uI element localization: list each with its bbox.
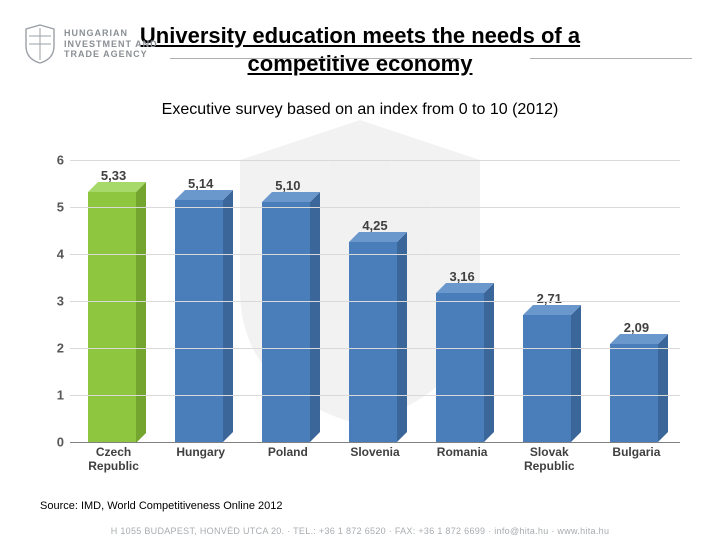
bar-side-face [484, 283, 494, 442]
bar [262, 202, 310, 442]
bar-side-face [658, 334, 668, 442]
bar-front-face [436, 293, 484, 442]
bar-value-label: 2,71 [537, 291, 562, 306]
bar-front-face [262, 202, 310, 442]
header: HUNGARIAN INVESTMENT AND TRADE AGENCY Un… [0, 0, 720, 119]
gridline [70, 254, 680, 255]
x-axis-label: Slovenia [331, 442, 418, 476]
y-tick-label: 6 [44, 153, 64, 168]
plot-area: 5,335,145,104,253,162,712,09 0123456 [70, 160, 680, 442]
gridline [70, 348, 680, 349]
x-axis-label: SlovakRepublic [506, 442, 593, 476]
bar [88, 192, 136, 443]
bar-value-label: 5,10 [275, 178, 300, 193]
bar-value-label: 5,33 [101, 168, 126, 183]
x-axis-label: CzechRepublic [70, 442, 157, 476]
y-tick-label: 2 [44, 341, 64, 356]
header-rule [170, 58, 460, 59]
bar-top-face [523, 305, 581, 315]
x-axis-label: Bulgaria [593, 442, 680, 476]
bar-side-face [397, 232, 407, 442]
bar-front-face [610, 344, 658, 442]
shield-icon [24, 24, 56, 64]
agency-name-line: INVESTMENT AND [64, 39, 158, 49]
x-axis-labels: CzechRepublicHungaryPolandSloveniaRomani… [70, 442, 680, 476]
bar-side-face [571, 305, 581, 442]
bar-front-face [523, 315, 571, 442]
x-axis-label: Romania [419, 442, 506, 476]
y-tick-label: 0 [44, 435, 64, 450]
gridline [70, 207, 680, 208]
bar [175, 200, 223, 442]
x-axis-label: Poland [244, 442, 331, 476]
bar-value-label: 2,09 [624, 320, 649, 335]
bar-chart: 5,335,145,104,253,162,712,09 0123456 Cze… [40, 160, 680, 476]
x-axis-label: Hungary [157, 442, 244, 476]
y-tick-label: 1 [44, 388, 64, 403]
footer-contact: H 1055 BUDAPEST, HONVÉD UTCA 20. · TEL.:… [0, 526, 720, 536]
bar-top-face [88, 182, 146, 192]
bar-top-face [262, 192, 320, 202]
bar-value-label: 5,14 [188, 176, 213, 191]
bar-front-face [88, 192, 136, 443]
bar-value-label: 4,25 [362, 218, 387, 233]
header-rule [530, 58, 692, 59]
bar-front-face [349, 242, 397, 442]
gridline [70, 160, 680, 161]
y-tick-label: 5 [44, 200, 64, 215]
bar-side-face [310, 192, 320, 442]
bar-front-face [175, 200, 223, 442]
bar [436, 293, 484, 442]
agency-logo: HUNGARIAN INVESTMENT AND TRADE AGENCY [24, 24, 158, 64]
subtitle: Executive survey based on an index from … [30, 101, 690, 119]
bar-side-face [136, 182, 146, 443]
y-tick-label: 3 [44, 294, 64, 309]
bar [523, 315, 571, 442]
gridline [70, 301, 680, 302]
agency-name-line: HUNGARIAN [64, 28, 158, 38]
bar-top-face [175, 190, 233, 200]
bar-side-face [223, 190, 233, 442]
agency-name: HUNGARIAN INVESTMENT AND TRADE AGENCY [64, 28, 158, 59]
bar-top-face [610, 334, 668, 344]
bar [349, 242, 397, 442]
agency-name-line: TRADE AGENCY [64, 49, 158, 59]
source-citation: Source: IMD, World Competitiveness Onlin… [40, 500, 283, 512]
bar [610, 344, 658, 442]
bar-value-label: 3,16 [449, 269, 474, 284]
page-title: University education meets the needs of … [110, 22, 610, 77]
y-tick-label: 4 [44, 247, 64, 262]
gridline [70, 395, 680, 396]
